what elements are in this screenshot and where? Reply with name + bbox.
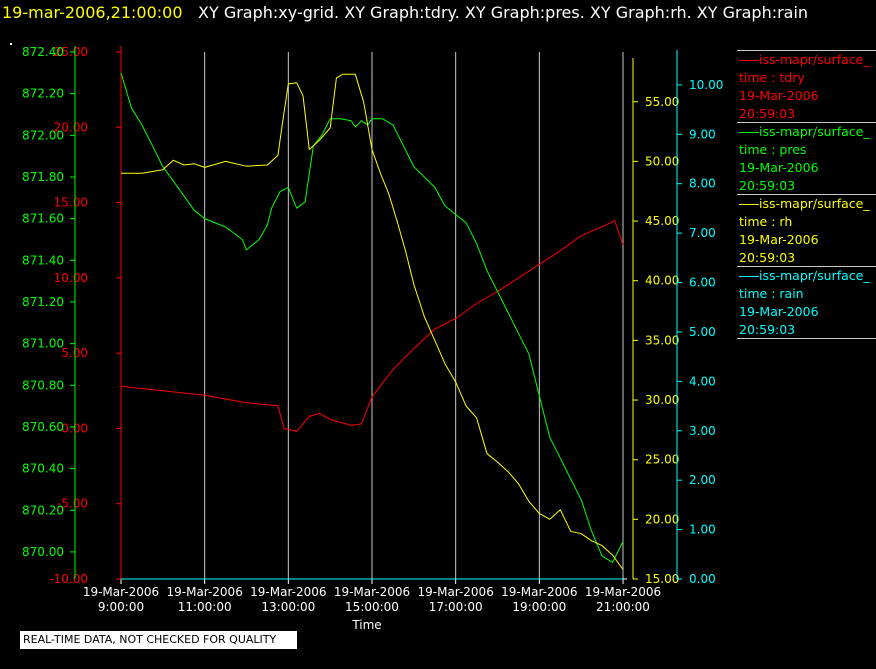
legend-separator [737, 50, 876, 51]
y-tick-label-rain: 4.00 [689, 374, 716, 388]
quality-note: REAL-TIME DATA, NOT CHECKED FOR QUALITY [20, 631, 297, 649]
series-tdry [120, 220, 624, 432]
y-tick-label-rh: 50.00 [645, 154, 679, 168]
x-tick-label-time: 17:00:00 [429, 600, 483, 614]
legend-entry-3: iss-mapr/surface_ time : rain 19-Mar-2006 2… [737, 266, 876, 338]
x-tick-label-time: 21:00:00 [596, 600, 650, 614]
y-tick-label-rh: 40.00 [645, 274, 679, 288]
legend-field: time : pres [739, 142, 807, 157]
x-tick-label-time: 15:00:00 [345, 600, 399, 614]
y-tick-label-pres: 870.60 [22, 420, 64, 434]
x-tick-label-date: 19-Mar-2006 [585, 585, 661, 599]
x-tick-label-date: 19-Mar-2006 [417, 585, 493, 599]
y-tick-label-rh: 35.00 [645, 333, 679, 347]
series-pres [120, 72, 624, 563]
legend-time: 20:59:03 [739, 178, 796, 193]
y-tick-label-pres: 871.40 [22, 253, 64, 267]
x-tick-label-time: 13:00:00 [261, 600, 315, 614]
legend-series-name: iss-mapr/surface_ [738, 195, 870, 213]
y-tick-label-pres: 871.80 [22, 170, 64, 184]
y-tick-label-pres: 871.60 [22, 212, 64, 226]
y-tick-label-pres: 872.00 [22, 128, 64, 142]
legend-field: time : rain [739, 286, 804, 301]
y-tick-label-tdry: 15.00 [54, 196, 88, 210]
y-tick-label-pres: 870.80 [22, 378, 64, 392]
y-tick-label-rh: 25.00 [645, 453, 679, 467]
x-tick-label-date: 19-Mar-2006 [501, 585, 577, 599]
legend-entry-1: iss-mapr/surface_ time : pres 19-Mar-2006 2… [737, 122, 876, 194]
y-tick-label-rain: 6.00 [689, 276, 716, 290]
x-axis-label: Time [351, 618, 381, 632]
y-tick-label-pres: 870.20 [22, 503, 64, 517]
y-tick-label-rh: 30.00 [645, 393, 679, 407]
legend-field: time : tdry [739, 70, 805, 85]
legend-date: 19-Mar-2006 [739, 304, 819, 319]
legend-series-name: iss-mapr/surface_ [738, 51, 870, 69]
legend-field: time : rh [739, 214, 793, 229]
x-tick-label-date: 19-Mar-2006 [250, 585, 326, 599]
legend-entry-2: iss-mapr/surface_ time : rh 19-Mar-2006 20:… [737, 194, 876, 266]
header-timestamp: 19-mar-2006,21:00:00 [2, 3, 183, 22]
y-tick-label-rain: 3.00 [689, 424, 716, 438]
legend-line-swatch [739, 204, 759, 205]
y-tick-label-pres: 870.40 [22, 462, 64, 476]
y-tick-label-rh: 55.00 [645, 95, 679, 109]
y-tick-label-pres: 872.40 [22, 45, 64, 59]
legend-series-name: iss-mapr/surface_ [738, 267, 870, 285]
y-tick-label-rain: 7.00 [689, 226, 716, 240]
y-tick-label-rain: 0.00 [689, 572, 716, 586]
x-tick-label-time: 9:00:00 [98, 600, 144, 614]
y-tick-label-tdry: 20.00 [54, 120, 88, 134]
y-tick-label-rain: 1.00 [689, 523, 716, 537]
y-tick-label-tdry: -10.00 [49, 572, 88, 586]
y-tick-label-rh: 15.00 [645, 572, 679, 586]
x-tick-label-time: 19:00:00 [512, 600, 566, 614]
legend-date: 19-Mar-2006 [739, 160, 819, 175]
legend-separator [737, 122, 876, 123]
y-tick-label-rain: 10.00 [689, 78, 723, 92]
legend-time: 20:59:03 [739, 106, 796, 121]
legend-date: 19-Mar-2006 [739, 88, 819, 103]
y-tick-label-rain: 5.00 [689, 325, 716, 339]
y-tick-label-tdry: -5.00 [57, 497, 88, 511]
legend-entry-0: iss-mapr/surface_ time : tdry 19-Mar-2006 2… [737, 50, 876, 122]
y-tick-label-rh: 45.00 [645, 214, 679, 228]
y-tick-label-rain: 9.00 [689, 127, 716, 141]
legend-end-separator [737, 338, 876, 339]
corner-dot [10, 43, 12, 45]
x-tick-label-date: 19-Mar-2006 [334, 585, 410, 599]
x-tick-label-date: 19-Mar-2006 [83, 585, 159, 599]
legend-series-name: iss-mapr/surface_ [738, 123, 870, 141]
y-tick-label-pres: 870.00 [22, 545, 64, 559]
series-rh [121, 73, 624, 570]
legend-separator [737, 194, 876, 195]
x-tick-label-time: 11:00:00 [178, 600, 232, 614]
legend-line-swatch [739, 276, 759, 277]
legend-line-swatch [739, 60, 759, 61]
y-tick-label-rain: 8.00 [689, 177, 716, 191]
y-tick-label-pres: 871.20 [22, 295, 64, 309]
header-graph-list: XY Graph:xy-grid. XY Graph:tdry. XY Grap… [198, 3, 809, 22]
x-tick-label-date: 19-Mar-2006 [166, 585, 242, 599]
chart-header: 19-mar-2006,21:00:00 XY Graph:xy-grid. X… [0, 2, 876, 24]
legend-separator [737, 266, 876, 267]
legend-time: 20:59:03 [739, 322, 796, 337]
y-tick-label-tdry: 10.00 [54, 271, 88, 285]
legend-line-swatch [739, 132, 759, 133]
legend-date: 19-Mar-2006 [739, 232, 819, 247]
y-tick-label-rain: 2.00 [689, 473, 716, 487]
y-tick-label-rh: 20.00 [645, 512, 679, 526]
y-tick-label-pres: 872.20 [22, 87, 64, 101]
y-tick-label-pres: 871.00 [22, 337, 64, 351]
legend-time: 20:59:03 [739, 250, 796, 265]
